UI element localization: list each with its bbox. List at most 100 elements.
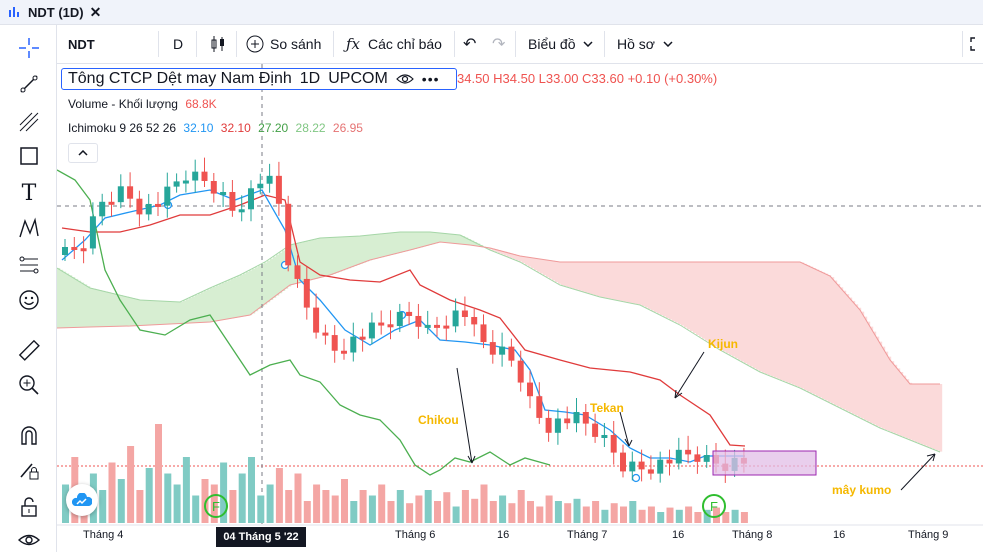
measure-tool[interactable]	[16, 337, 42, 363]
eye-icon[interactable]	[396, 73, 414, 85]
profile-menu[interactable]: Hồ sơ	[617, 25, 673, 63]
highlight-box[interactable]	[713, 451, 816, 475]
volume-bar	[667, 508, 674, 523]
kumo-slice	[360, 236, 363, 264]
lock-tool[interactable]	[16, 494, 42, 520]
kumo-slice	[639, 262, 642, 305]
kumo-slice	[354, 236, 357, 266]
kumo-slice	[318, 238, 321, 278]
lock-drawing-tool[interactable]	[16, 457, 42, 483]
kumo-slice	[63, 272, 66, 328]
text-tool[interactable]: T	[16, 180, 42, 206]
zoom-tool[interactable]	[16, 372, 42, 398]
text-icon: T	[22, 181, 37, 206]
crosshair-tool[interactable]	[16, 35, 42, 61]
indicators-button[interactable]: ƒx Các chỉ báo	[346, 25, 442, 63]
symbol-legend[interactable]: Tông CTCP Dệt may Nam Định 1D UPCOM •••	[61, 68, 457, 90]
fib-tool[interactable]	[16, 109, 42, 135]
volume-bar	[127, 446, 134, 523]
time-axis-label: Tháng 4	[83, 529, 123, 541]
volume-bar	[202, 479, 209, 523]
candle-body	[397, 312, 403, 326]
kumo-slice	[630, 262, 633, 303]
logo-button[interactable]	[66, 484, 98, 516]
kumo-slice	[105, 292, 108, 327]
kumo-slice	[432, 232, 435, 244]
symbol-search-button[interactable]: NDT	[68, 25, 95, 63]
redo-button[interactable]: ↷	[492, 25, 505, 63]
kumo-slice	[141, 300, 144, 325]
price-chart[interactable]: F F	[57, 64, 983, 552]
time-axis-label: 16	[833, 529, 845, 541]
chart-type-menu[interactable]: Biểu đồ	[528, 25, 593, 63]
kumo-slice	[555, 261, 558, 282]
candle-body	[676, 450, 682, 464]
candle-body	[434, 325, 440, 328]
pattern-tool[interactable]	[16, 215, 42, 241]
kumo-slice	[222, 283, 225, 320]
kumo-slice	[882, 347, 885, 429]
kumo-slice	[351, 236, 354, 267]
magnet-tool[interactable]	[16, 422, 42, 448]
kumo-slice	[612, 262, 615, 299]
volume-bar	[676, 510, 683, 523]
time-axis-label: Tháng 9	[908, 529, 948, 541]
volume-bar	[490, 501, 497, 523]
kumo-slice	[642, 262, 645, 306]
volume-bar	[741, 512, 748, 523]
kumo-slice	[717, 262, 720, 348]
volume-bar	[313, 485, 320, 524]
kumo-slice	[255, 267, 258, 311]
kumo-slice	[633, 262, 636, 304]
undo-button[interactable]: ↶	[463, 25, 476, 63]
undo-icon: ↶	[463, 34, 476, 54]
volume-bar	[415, 496, 422, 524]
close-icon[interactable]: ✕	[90, 4, 102, 21]
interval-button[interactable]: D	[173, 25, 183, 63]
candle-body	[555, 419, 561, 433]
chart-type-label: Biểu đồ	[528, 36, 575, 52]
kumo-slice	[234, 278, 237, 318]
volume-bar	[518, 490, 525, 523]
compare-button[interactable]: So sánh	[246, 25, 321, 63]
chart-tab[interactable]: NDT (1D) ✕	[0, 0, 109, 24]
candle-body	[174, 181, 180, 186]
candle-body	[229, 192, 235, 211]
ichimoku-legend[interactable]: Ichimoku 9 26 52 26 32.10 32.10 27.20 28…	[68, 121, 363, 135]
visibility-tool[interactable]	[16, 527, 42, 553]
candle-style-button[interactable]	[210, 25, 226, 63]
kumo-slice	[330, 238, 333, 276]
kumo-slice	[804, 264, 807, 390]
kumo-slice	[522, 256, 525, 263]
fullscreen-button[interactable]	[970, 25, 982, 63]
kumo-slice	[75, 279, 78, 328]
kumo-slice	[573, 262, 576, 289]
volume-legend[interactable]: Volume - Khối lượng 68.8K	[68, 97, 217, 111]
chart-icon	[8, 6, 22, 18]
ichimoku-tenkan-value: 32.10	[183, 121, 213, 135]
kumo-slice	[357, 236, 360, 265]
candle-body	[574, 412, 580, 423]
shape-tool[interactable]	[16, 143, 42, 169]
kumo-slice	[621, 262, 624, 301]
volume-bar	[508, 503, 515, 523]
emoji-tool[interactable]	[16, 287, 42, 313]
kumo-slice	[786, 262, 789, 382]
candle-body	[685, 450, 691, 455]
ruler-lines-icon	[18, 254, 40, 276]
volume-name: Volume - Khối lượng	[68, 97, 178, 111]
more-options-icon[interactable]: •••	[422, 71, 440, 87]
collapse-legend-button[interactable]	[68, 143, 98, 163]
trend-line-tool[interactable]	[16, 71, 42, 97]
kumo-slice	[429, 232, 432, 245]
kumo-slice	[270, 259, 273, 300]
volume-bar	[406, 503, 413, 523]
kumo-slice	[645, 262, 648, 308]
kumo-slice	[321, 238, 324, 277]
time-axis-label: 16	[672, 529, 684, 541]
kumo-slice	[147, 300, 150, 325]
kumo-slice	[411, 232, 414, 250]
kumo-slice	[216, 285, 219, 321]
prediction-tool[interactable]	[16, 252, 42, 278]
kumo-slice	[66, 273, 69, 327]
